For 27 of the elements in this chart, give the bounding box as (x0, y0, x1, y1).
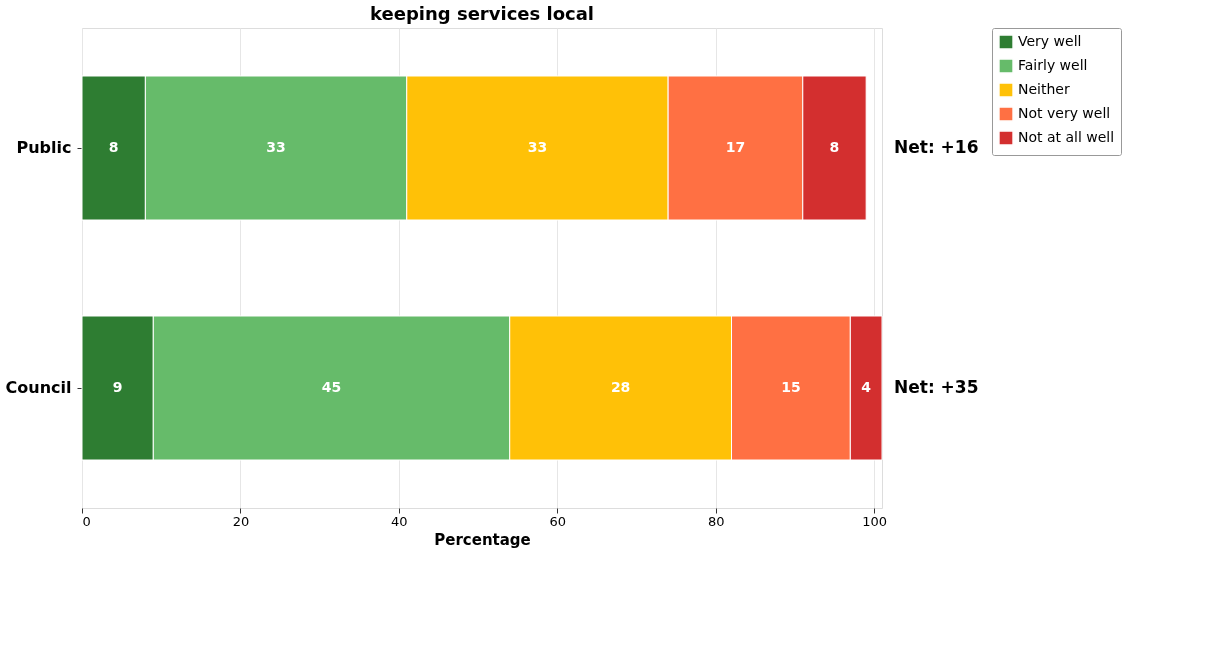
x-tick-label: 40 (391, 513, 408, 529)
data-label: 15 (781, 379, 801, 395)
text: Net: +16 (894, 137, 979, 157)
data-label: 9 (112, 379, 123, 395)
y-tick-label: Council (5, 378, 72, 397)
data-label: 45 (321, 379, 342, 395)
data-label: 8 (108, 139, 119, 155)
data-label: 33 (266, 139, 286, 155)
legend-label: Fairly well (1018, 57, 1088, 73)
legend-label: Very well (1018, 33, 1082, 49)
x-tick-label: 100 (862, 513, 887, 529)
x-axis-title: Percentage (434, 530, 531, 549)
chart-title: keeping services local (369, 2, 595, 24)
data-label: 8 (829, 139, 840, 155)
legend-label: Not at all well (1018, 129, 1115, 145)
x-tick-label: 60 (549, 513, 567, 529)
data-label: 33 (527, 139, 548, 155)
data-label: 17 (725, 139, 746, 155)
x-tick-label: 80 (707, 513, 725, 529)
x-tick-label: 0 (82, 513, 91, 529)
data-label: 28 (610, 379, 631, 395)
legend-label: Neither (1018, 81, 1070, 97)
data-label: 4 (861, 379, 872, 395)
legend-label: Not very well (1018, 105, 1111, 121)
text: Net: +35 (894, 377, 979, 397)
y-tick-label: Public (16, 138, 72, 157)
x-tick-label: 20 (232, 513, 250, 529)
